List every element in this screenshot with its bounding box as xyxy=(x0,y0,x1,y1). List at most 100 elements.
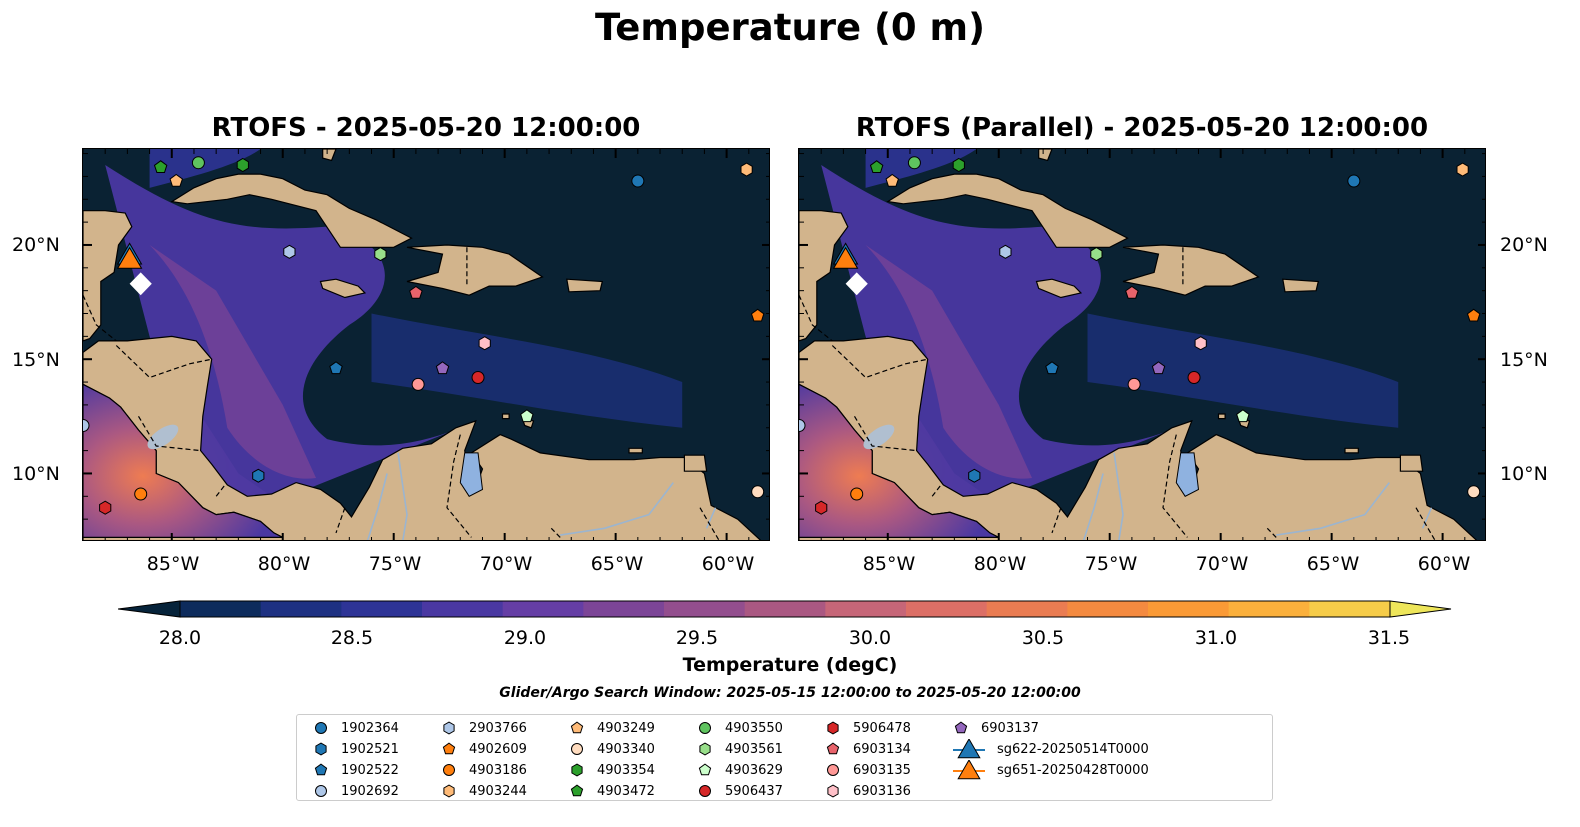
float-marker-4903186[interactable] xyxy=(850,487,864,501)
glider-marker-sg651-20250428T0000[interactable] xyxy=(832,246,859,269)
legend-item-5906437: 5906437 xyxy=(697,781,783,801)
legend-item-4903186: 4903186 xyxy=(441,760,527,780)
colorbar-segment xyxy=(1067,601,1149,617)
legend-label: 4903244 xyxy=(469,783,527,799)
colorbar-segment xyxy=(825,601,907,617)
float-marker-1902692[interactable] xyxy=(799,418,806,432)
float-marker-4903244[interactable] xyxy=(1456,162,1469,177)
legend-item-4903550: 4903550 xyxy=(697,718,783,738)
float-marker-4903472[interactable] xyxy=(153,160,168,173)
float-marker-2903766[interactable] xyxy=(999,244,1012,259)
float-marker-5906437[interactable] xyxy=(471,370,485,384)
legend-marker-icon xyxy=(571,743,583,755)
map-canvas-rtofs xyxy=(83,149,769,540)
float-marker-1902522[interactable] xyxy=(1045,361,1059,375)
lat-label-10n-right: 10°N xyxy=(1500,463,1548,485)
float-marker-6903134[interactable] xyxy=(1125,285,1139,299)
legend-label: 4903472 xyxy=(597,783,655,799)
float-marker-4903629[interactable] xyxy=(1236,409,1250,423)
colorbar-extend-low xyxy=(118,600,181,618)
legend-item-1902364: 1902364 xyxy=(313,718,399,738)
float-marker-5906437[interactable] xyxy=(1187,370,1201,384)
float-marker-4903244[interactable] xyxy=(740,162,753,177)
legend-item-6903134: 6903134 xyxy=(825,739,911,759)
float-marker-5906478[interactable] xyxy=(815,500,828,515)
legend-marker-icon xyxy=(443,784,455,798)
float-marker-4903550[interactable] xyxy=(907,156,921,170)
float-marker-4903472[interactable] xyxy=(869,160,884,173)
legend-marker-icon xyxy=(699,722,711,734)
legend-label: 6903135 xyxy=(853,762,911,778)
float-marker-4902609[interactable] xyxy=(1466,308,1481,322)
legend-marker-icon xyxy=(953,760,985,780)
float-marker-4903354[interactable] xyxy=(952,157,965,173)
float-marker-4903249[interactable] xyxy=(169,173,183,187)
legend-label: 4902609 xyxy=(469,741,527,757)
legend-marker-icon xyxy=(570,784,584,797)
lon-label-80w-left: 80°W xyxy=(257,553,311,575)
colorbar-segment xyxy=(260,601,342,617)
float-marker-1902364[interactable] xyxy=(631,174,645,188)
panel-right-title: RTOFS (Parallel) - 2025-05-20 12:00:00 xyxy=(855,113,1429,143)
float-marker-4903340[interactable] xyxy=(751,485,765,499)
float-marker-6903134[interactable] xyxy=(409,285,423,299)
float-marker-1902364[interactable] xyxy=(1347,174,1361,188)
float-marker-6903135[interactable] xyxy=(1127,377,1141,391)
float-marker-4903629[interactable] xyxy=(520,409,534,423)
colorbar-tick-29-5: 29.5 xyxy=(675,627,719,649)
search-window-text: Glider/Argo Search Window: 2025-05-15 12… xyxy=(499,685,1081,701)
legend-label: 6903136 xyxy=(853,783,911,799)
float-marker-4903561[interactable] xyxy=(374,247,387,262)
legend-marker-icon xyxy=(699,742,711,756)
legend-marker-icon xyxy=(954,721,968,734)
legend-item-1902692: 1902692 xyxy=(313,781,399,801)
float-marker-4903354[interactable] xyxy=(236,157,249,173)
float-marker-4903186[interactable] xyxy=(134,487,148,501)
map-canvas-rtofs-parallel xyxy=(799,149,1485,540)
float-marker-2903766[interactable] xyxy=(283,244,296,259)
legend-marker-icon xyxy=(953,739,985,759)
legend-label: 5906437 xyxy=(725,783,783,799)
lon-label-65w-right: 65°W xyxy=(1306,553,1360,575)
legend-item-6903136: 6903136 xyxy=(825,781,911,801)
float-marker-6903137[interactable] xyxy=(1151,361,1166,375)
float-marker-6903135[interactable] xyxy=(411,377,425,391)
colorbar-tick-29-0: 29.0 xyxy=(503,627,547,649)
float-marker-6903136[interactable] xyxy=(1194,336,1207,351)
float-marker-4903249[interactable] xyxy=(885,173,899,187)
float-marker-4902609[interactable] xyxy=(750,308,765,322)
lon-label-75w-left: 75°W xyxy=(368,553,422,575)
legend-item-4903472: 4903472 xyxy=(569,781,655,801)
legend-marker-icon xyxy=(315,722,327,734)
panel-left-title: RTOFS - 2025-05-20 12:00:00 xyxy=(211,113,641,143)
lon-label-60w-left: 60°W xyxy=(701,553,755,575)
legend-item-4903561: 4903561 xyxy=(697,739,783,759)
float-marker-1902692[interactable] xyxy=(83,418,90,432)
lon-label-65w-left: 65°W xyxy=(590,553,644,575)
float-marker-1902521[interactable] xyxy=(252,468,265,483)
glider-marker-sg651-20250428T0000[interactable] xyxy=(116,246,143,269)
float-marker-6903137[interactable] xyxy=(435,361,450,375)
legend-marker-icon xyxy=(699,785,711,797)
lon-label-75w-right: 75°W xyxy=(1084,553,1138,575)
colorbar-segment xyxy=(664,601,746,617)
float-marker-4903561[interactable] xyxy=(1090,247,1103,262)
lon-label-70w-left: 70°W xyxy=(479,553,533,575)
legend-label: 4903550 xyxy=(725,720,783,736)
colorbar-tick-30-0: 30.0 xyxy=(848,627,892,649)
float-marker-4903550[interactable] xyxy=(191,156,205,170)
legend-marker-icon xyxy=(443,721,455,735)
map-panel-rtofs-parallel[interactable] xyxy=(798,148,1486,541)
float-marker-4903340[interactable] xyxy=(1467,485,1481,499)
legend-marker-icon xyxy=(315,785,327,797)
float-marker-5906478[interactable] xyxy=(99,500,112,515)
legend-label: 1902521 xyxy=(341,741,399,757)
float-marker-6903136[interactable] xyxy=(478,336,491,351)
legend-marker-icon xyxy=(826,742,840,755)
float-marker-1902522[interactable] xyxy=(329,361,343,375)
map-panel-rtofs[interactable] xyxy=(82,148,770,541)
legend-item-5906478: 5906478 xyxy=(825,718,911,738)
legend-item-4902609: 4902609 xyxy=(441,739,527,759)
float-marker-1902521[interactable] xyxy=(968,468,981,483)
legend-label: 1902522 xyxy=(341,762,399,778)
